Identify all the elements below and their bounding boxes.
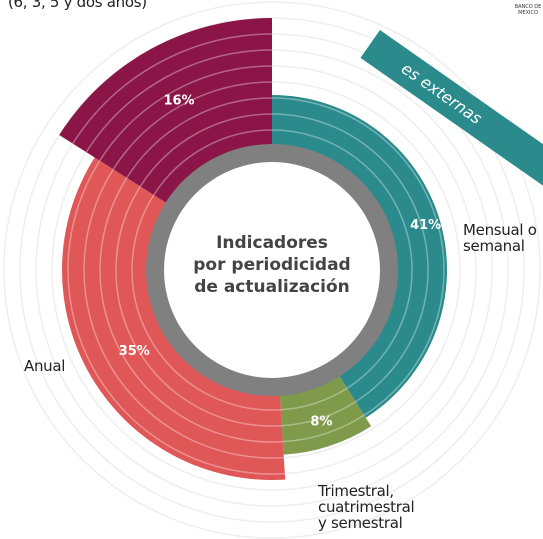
slice-ring: [126, 97, 273, 179]
category-label: Anual: [24, 357, 66, 375]
center-disc: [164, 162, 380, 378]
slice-ring: [271, 97, 445, 416]
slice-ring: [85, 49, 273, 153]
value-label: 35%: [119, 344, 150, 359]
slice-ring: [83, 168, 284, 459]
slice-ring: [112, 81, 273, 170]
chart-title: Indicadores por periodicidad de actualiz…: [193, 233, 351, 297]
category-label: Trimestral, cuatrimestral y semestral: [318, 482, 415, 532]
value-label: 16%: [163, 93, 194, 108]
slice-ring: [131, 194, 281, 411]
logo: BANCO DE MÉXICO: [514, 4, 542, 16]
slice-ring: [281, 401, 356, 427]
ring: [3, 1, 541, 539]
slice-ring: [271, 129, 413, 389]
slice-ring: [282, 414, 365, 443]
slice-ring: [153, 129, 273, 196]
slice-ring: [72, 33, 273, 144]
value-label: 41%: [410, 218, 441, 233]
slice-ring: [99, 65, 273, 162]
category-label: (6, 3, 5 y dos años): [8, 0, 147, 11]
category-label: Mensual o semanal: [463, 221, 537, 255]
slice-ring: [271, 113, 429, 403]
slice-ring: [115, 186, 282, 427]
slice-ring: [67, 160, 285, 475]
value-label: 8%: [310, 415, 332, 430]
slice-ring: [280, 387, 348, 411]
slice-ring: [139, 113, 273, 187]
slice-ring: [99, 177, 283, 443]
